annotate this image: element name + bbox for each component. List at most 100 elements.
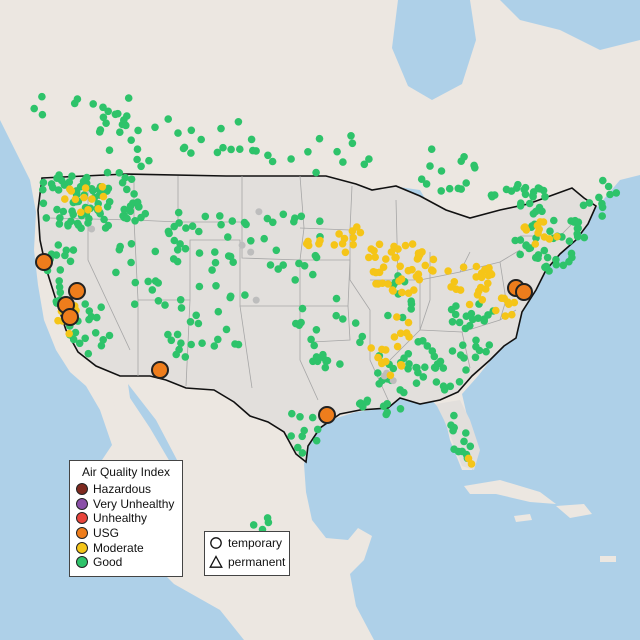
monitor-marker[interactable] <box>565 237 574 245</box>
monitor-marker[interactable] <box>133 145 142 153</box>
monitor-marker[interactable] <box>85 307 94 315</box>
monitor-marker[interactable] <box>167 336 176 345</box>
monitor-marker[interactable] <box>396 405 405 413</box>
monitor-marker[interactable] <box>247 135 256 144</box>
monitor-marker[interactable] <box>585 199 594 207</box>
monitor-marker[interactable] <box>333 147 341 156</box>
monitor-marker[interactable] <box>462 179 471 187</box>
monitor-marker[interactable] <box>421 363 429 372</box>
monitor-marker[interactable] <box>394 245 402 253</box>
monitor-marker[interactable] <box>472 273 481 281</box>
monitor-marker[interactable] <box>407 297 416 306</box>
monitor-marker[interactable] <box>353 223 361 231</box>
monitor-marker[interactable] <box>120 116 128 124</box>
monitor-marker[interactable] <box>164 227 173 236</box>
monitor-marker[interactable] <box>332 294 341 303</box>
monitor-marker[interactable] <box>452 302 460 310</box>
monitor-marker[interactable] <box>448 318 457 326</box>
monitor-marker[interactable] <box>101 224 110 232</box>
monitor-marker[interactable] <box>131 278 140 287</box>
monitor-marker[interactable] <box>379 263 388 272</box>
monitor-marker[interactable] <box>99 113 108 122</box>
monitor-marker[interactable] <box>390 333 399 341</box>
monitor-marker[interactable] <box>460 437 468 446</box>
monitor-marker[interactable] <box>195 227 203 236</box>
monitor-marker[interactable] <box>379 402 388 411</box>
monitor-marker[interactable] <box>252 296 260 304</box>
monitor-marker[interactable] <box>349 240 358 249</box>
monitor-marker[interactable] <box>145 156 153 165</box>
monitor-marker[interactable] <box>529 210 538 218</box>
monitor-marker[interactable] <box>437 167 446 175</box>
monitor-marker[interactable] <box>335 230 343 238</box>
monitor-marker[interactable] <box>414 249 423 257</box>
monitor-marker[interactable] <box>217 220 225 229</box>
monitor-marker[interactable] <box>341 248 350 257</box>
monitor-marker[interactable] <box>472 336 480 345</box>
monitor-marker[interactable] <box>229 258 237 267</box>
monitor-marker[interactable] <box>181 353 190 361</box>
monitor-marker[interactable] <box>477 273 486 282</box>
monitor-marker[interactable] <box>81 334 89 343</box>
monitor-marker[interactable] <box>208 266 216 274</box>
monitor-marker[interactable] <box>210 342 219 350</box>
monitor-marker[interactable] <box>531 253 540 262</box>
monitor-marker[interactable] <box>446 382 455 391</box>
monitor-marker[interactable] <box>173 330 182 339</box>
monitor-marker[interactable] <box>422 180 431 188</box>
monitor-marker[interactable] <box>413 255 422 263</box>
monitor-marker[interactable] <box>298 304 307 313</box>
monitor-marker[interactable] <box>374 353 382 362</box>
monitor-marker[interactable] <box>38 110 47 119</box>
monitor-marker[interactable] <box>39 185 47 194</box>
monitor-marker[interactable] <box>595 193 603 202</box>
monitor-marker[interactable] <box>195 249 204 257</box>
monitor-marker[interactable] <box>188 222 197 230</box>
monitor-marker[interactable] <box>472 342 480 351</box>
monitor-marker[interactable] <box>54 241 63 249</box>
monitor-marker[interactable] <box>387 248 396 256</box>
monitor-marker[interactable] <box>55 277 63 285</box>
monitor-marker[interactable] <box>347 132 355 140</box>
monitor-marker[interactable] <box>339 315 347 323</box>
monitor-marker[interactable] <box>316 217 324 225</box>
monitor-marker[interactable] <box>534 184 543 192</box>
monitor-marker[interactable] <box>412 379 421 388</box>
monitor-marker[interactable] <box>80 193 88 202</box>
monitor-marker[interactable] <box>396 262 405 271</box>
monitor-marker[interactable] <box>332 311 341 320</box>
monitor-marker[interactable] <box>99 336 107 344</box>
monitor-marker[interactable] <box>450 445 458 454</box>
monitor-marker[interactable] <box>426 162 434 170</box>
monitor-marker[interactable] <box>213 148 222 157</box>
monitor-marker[interactable] <box>192 311 200 320</box>
monitor-marker[interactable] <box>312 326 321 334</box>
monitor-marker[interactable] <box>154 279 162 287</box>
monitor-marker[interactable] <box>83 173 91 182</box>
monitor-marker[interactable] <box>181 244 190 253</box>
monitor-marker[interactable] <box>219 143 227 152</box>
monitor-marker[interactable] <box>534 206 543 214</box>
usg-monitor-marker[interactable] <box>68 282 86 300</box>
monitor-marker[interactable] <box>173 246 182 254</box>
monitor-marker[interactable] <box>116 242 124 251</box>
monitor-marker[interactable] <box>99 103 107 112</box>
monitor-marker[interactable] <box>247 237 255 245</box>
monitor-marker[interactable] <box>520 223 528 232</box>
monitor-marker[interactable] <box>308 413 317 422</box>
monitor-marker[interactable] <box>64 222 72 230</box>
monitor-marker[interactable] <box>81 184 90 192</box>
monitor-marker[interactable] <box>39 178 48 187</box>
monitor-marker[interactable] <box>298 449 307 457</box>
good-monitor-markers[interactable] <box>30 92 621 534</box>
monitor-marker[interactable] <box>127 240 136 248</box>
monitor-marker[interactable] <box>398 288 406 297</box>
monitor-marker[interactable] <box>130 190 138 198</box>
monitor-marker[interactable] <box>552 260 561 269</box>
monitor-marker[interactable] <box>349 233 358 242</box>
monitor-marker[interactable] <box>134 126 142 135</box>
monitor-marker[interactable] <box>417 175 426 183</box>
monitor-marker[interactable] <box>71 195 80 204</box>
monitor-marker[interactable] <box>339 158 347 166</box>
monitor-marker[interactable] <box>404 350 413 358</box>
